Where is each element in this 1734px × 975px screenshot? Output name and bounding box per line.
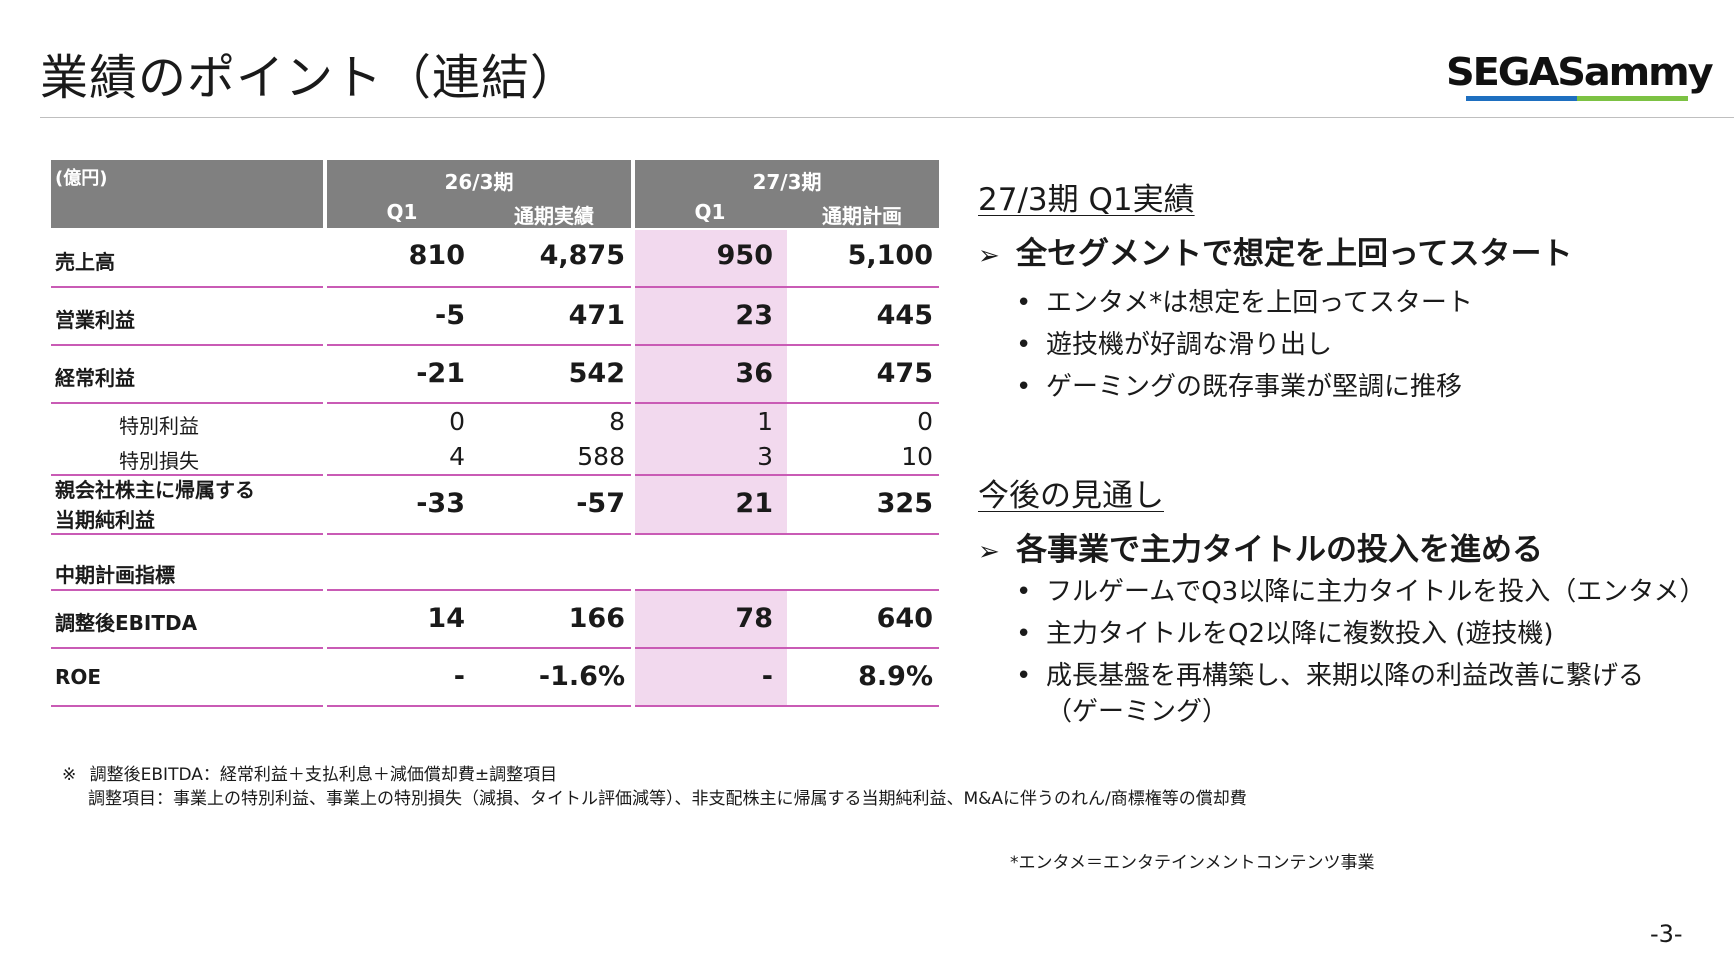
cell-value: 8	[609, 407, 625, 436]
section-label: 中期計画指標	[55, 563, 175, 587]
bullet-icon: •	[1016, 619, 1032, 649]
cell-value: 950	[716, 240, 773, 271]
bullet-item: • フルゲームでQ3以降に主力タイトルを投入（エンタメ）	[1016, 577, 1706, 607]
bullet-item: • エンタメ*は想定を上回ってスタート	[1016, 288, 1473, 318]
outlook-key-point: ➢ 各事業で主力タイトルの投入を進める	[978, 524, 1543, 569]
arrow-icon: ➢	[978, 537, 1000, 567]
column-header: 通期実績	[514, 204, 594, 228]
cell-value: 542	[568, 358, 625, 389]
logo-color-bar	[1466, 96, 1688, 101]
page-number: -3-	[1650, 920, 1683, 948]
cell-value: -	[761, 661, 773, 692]
period-header-27: 27/3期 Q1 通期計画	[635, 160, 939, 228]
table-row: 特別利益 0 8 1 0	[51, 404, 939, 440]
highlight-column	[635, 230, 787, 533]
logo-wordmark: SEGASammy	[1446, 50, 1714, 94]
point-text: 全セグメントで想定を上回ってスタート	[1016, 236, 1573, 272]
cell-value: 5,100	[847, 240, 933, 271]
cell-value: 640	[876, 603, 933, 634]
table-row: 売上高 810 4,875 950 5,100	[51, 230, 939, 286]
note-line: 調整項目：事業上の特別利益、事業上の特別損失（減損、タイトル評価減等）、非支配株…	[88, 789, 1247, 809]
cell-value: 471	[568, 300, 625, 331]
row-label: 経常利益	[55, 366, 135, 390]
row-label-line: 当期純利益	[55, 508, 155, 532]
cell-value: 0	[449, 407, 465, 436]
cell-value: 10	[901, 442, 933, 471]
bullet-icon: •	[1016, 288, 1032, 318]
cell-value: -21	[416, 358, 465, 389]
cell-value: -33	[416, 488, 465, 519]
row-label: 特別利益	[119, 414, 199, 438]
results-heading: 27/3期 Q1実績	[978, 182, 1195, 218]
cell-value: 14	[427, 603, 465, 634]
row-label: 営業利益	[55, 308, 135, 332]
page-title: 業績のポイント（連結）	[40, 50, 580, 106]
bullet-item: • ゲーミングの既存事業が堅調に推移	[1016, 372, 1463, 402]
bullet-icon: •	[1016, 330, 1032, 360]
table-section-row: 中期計画指標	[51, 535, 939, 589]
bullet-item: • 主力タイトルをQ2以降に複数投入 (遊技機)	[1016, 619, 1554, 649]
row-label-line: 親会社株主に帰属する	[55, 478, 255, 502]
title-divider	[40, 117, 1734, 118]
cell-value: 588	[577, 442, 625, 471]
cell-value: 810	[408, 240, 465, 271]
cell-value: 78	[735, 603, 773, 634]
table-row: ROE - -1.6% - 8.9%	[51, 649, 939, 705]
point-text: 各事業で主力タイトルの投入を進める	[1016, 532, 1543, 568]
column-header: Q1	[386, 200, 418, 224]
cell-value: 23	[735, 300, 773, 331]
cell-value: 1	[757, 407, 773, 436]
bullet-icon: •	[1016, 577, 1032, 607]
unit-header: (億円)	[51, 160, 323, 228]
table-row: 親会社株主に帰属する 当期純利益 -33 -57 21 325	[51, 476, 939, 533]
bullet-icon: •	[1016, 661, 1032, 691]
cell-value: -	[453, 661, 465, 692]
row-label: 特別損失	[119, 449, 199, 473]
bullet-continuation: （ゲーミング）	[1046, 697, 1229, 727]
cell-value: 4,875	[539, 240, 625, 271]
note-line: ※ 調整後EBITDA：経常利益＋支払利息＋減価償却費±調整項目	[62, 765, 558, 785]
row-label: 調整後EBITDA	[55, 611, 198, 635]
table-row: 営業利益 -5 471 23 445	[51, 288, 939, 344]
cell-value: 445	[876, 300, 933, 331]
cell-value: 166	[568, 603, 625, 634]
cell-value: -5	[435, 300, 465, 331]
outlook-heading: 今後の見通し	[978, 478, 1164, 514]
bullet-item: • 遊技機が好調な滑り出し	[1016, 330, 1333, 360]
bullet-icon: •	[1016, 372, 1032, 402]
table-row: 特別損失 4 588 3 10	[51, 440, 939, 474]
company-logo: SEGASammy	[1446, 50, 1714, 104]
period-label: 26/3期	[444, 170, 514, 194]
results-key-point: ➢ 全セグメントで想定を上回ってスタート	[978, 228, 1572, 273]
row-label: ROE	[55, 665, 102, 689]
row-label: 売上高	[55, 250, 115, 274]
cell-value: 475	[876, 358, 933, 389]
cell-value: 0	[917, 407, 933, 436]
bullet-item: • 成長基盤を再構築し、来期以降の利益改善に繋げる	[1016, 661, 1645, 691]
column-header: 通期計画	[822, 204, 902, 228]
period-header-26: 26/3期 Q1 通期実績	[327, 160, 631, 228]
cell-value: 8.9%	[858, 661, 933, 692]
column-header: Q1	[694, 200, 726, 224]
cell-value: 3	[757, 442, 773, 471]
cell-value: 21	[735, 488, 773, 519]
cell-value: -57	[576, 488, 625, 519]
period-label: 27/3期	[752, 170, 822, 194]
cell-value: 36	[735, 358, 773, 389]
table-row: 調整後EBITDA 14 166 78 640	[51, 591, 939, 647]
table-row: 経常利益 -21 542 36 475	[51, 346, 939, 402]
cell-value: -1.6%	[538, 661, 625, 692]
row-label: 親会社株主に帰属する 当期純利益	[55, 475, 255, 535]
cell-value: 325	[876, 488, 933, 519]
arrow-icon: ➢	[978, 241, 1000, 271]
footnote: *エンタメ＝エンタテインメントコンテンツ事業	[1010, 853, 1375, 873]
note-mark: ※	[62, 765, 77, 785]
cell-value: 4	[449, 442, 465, 471]
